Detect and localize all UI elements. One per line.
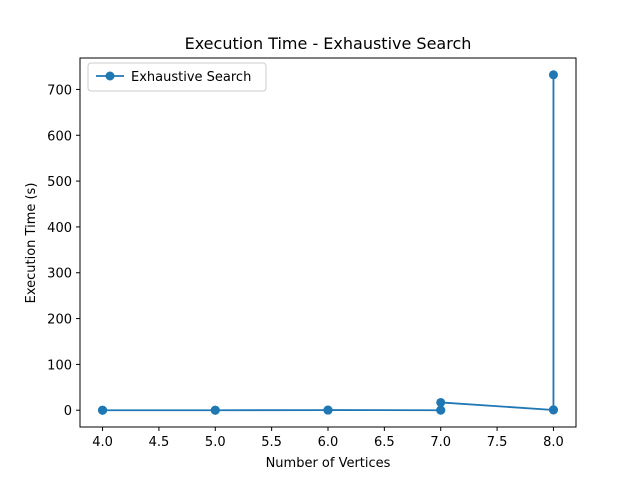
x-tick-label: 6.0 (318, 435, 339, 450)
plot-area (98, 70, 558, 415)
legend-label: Exhaustive Search (131, 70, 251, 85)
data-point (436, 397, 446, 407)
x-tick-label: 4.5 (149, 435, 170, 450)
legend-marker-swatch (105, 71, 115, 81)
axes: 4.0 4.5 5.0 5.5 6.0 6.5 7.0 7.5 8.0 0 100 200 300 400… (47, 57, 577, 450)
y-tick-label: 400 (47, 221, 72, 236)
x-tick-label: 6.5 (374, 435, 395, 450)
y-tick-label: 500 (47, 175, 72, 190)
chart-title: Execution Time - Exhaustive Search (185, 34, 472, 53)
legend: Exhaustive Search (87, 62, 267, 92)
y-tick-label: 100 (47, 358, 72, 373)
y-axis-label: Execution Time (s) (24, 183, 39, 304)
x-tick-label: 8.0 (543, 435, 564, 450)
y-tick-label: 300 (47, 267, 72, 282)
y-tick-label: 0 (64, 404, 72, 419)
data-point (548, 70, 558, 80)
data-point (548, 405, 558, 415)
data-point (436, 405, 446, 415)
x-tick-label: 4.0 (92, 435, 113, 450)
y-tick-label: 200 (47, 313, 72, 328)
data-point (210, 405, 220, 415)
x-tick-label: 5.0 (205, 435, 226, 450)
data-point (323, 405, 333, 415)
x-tick-label: 7.0 (430, 435, 451, 450)
y-tick-label: 700 (47, 83, 72, 98)
x-tick-label: 7.5 (487, 435, 508, 450)
x-axis-label: Number of Vertices (266, 456, 391, 471)
x-tick-label: 5.5 (261, 435, 282, 450)
data-point (98, 405, 108, 415)
y-tick-label: 600 (47, 129, 72, 144)
legend-box (87, 62, 267, 92)
